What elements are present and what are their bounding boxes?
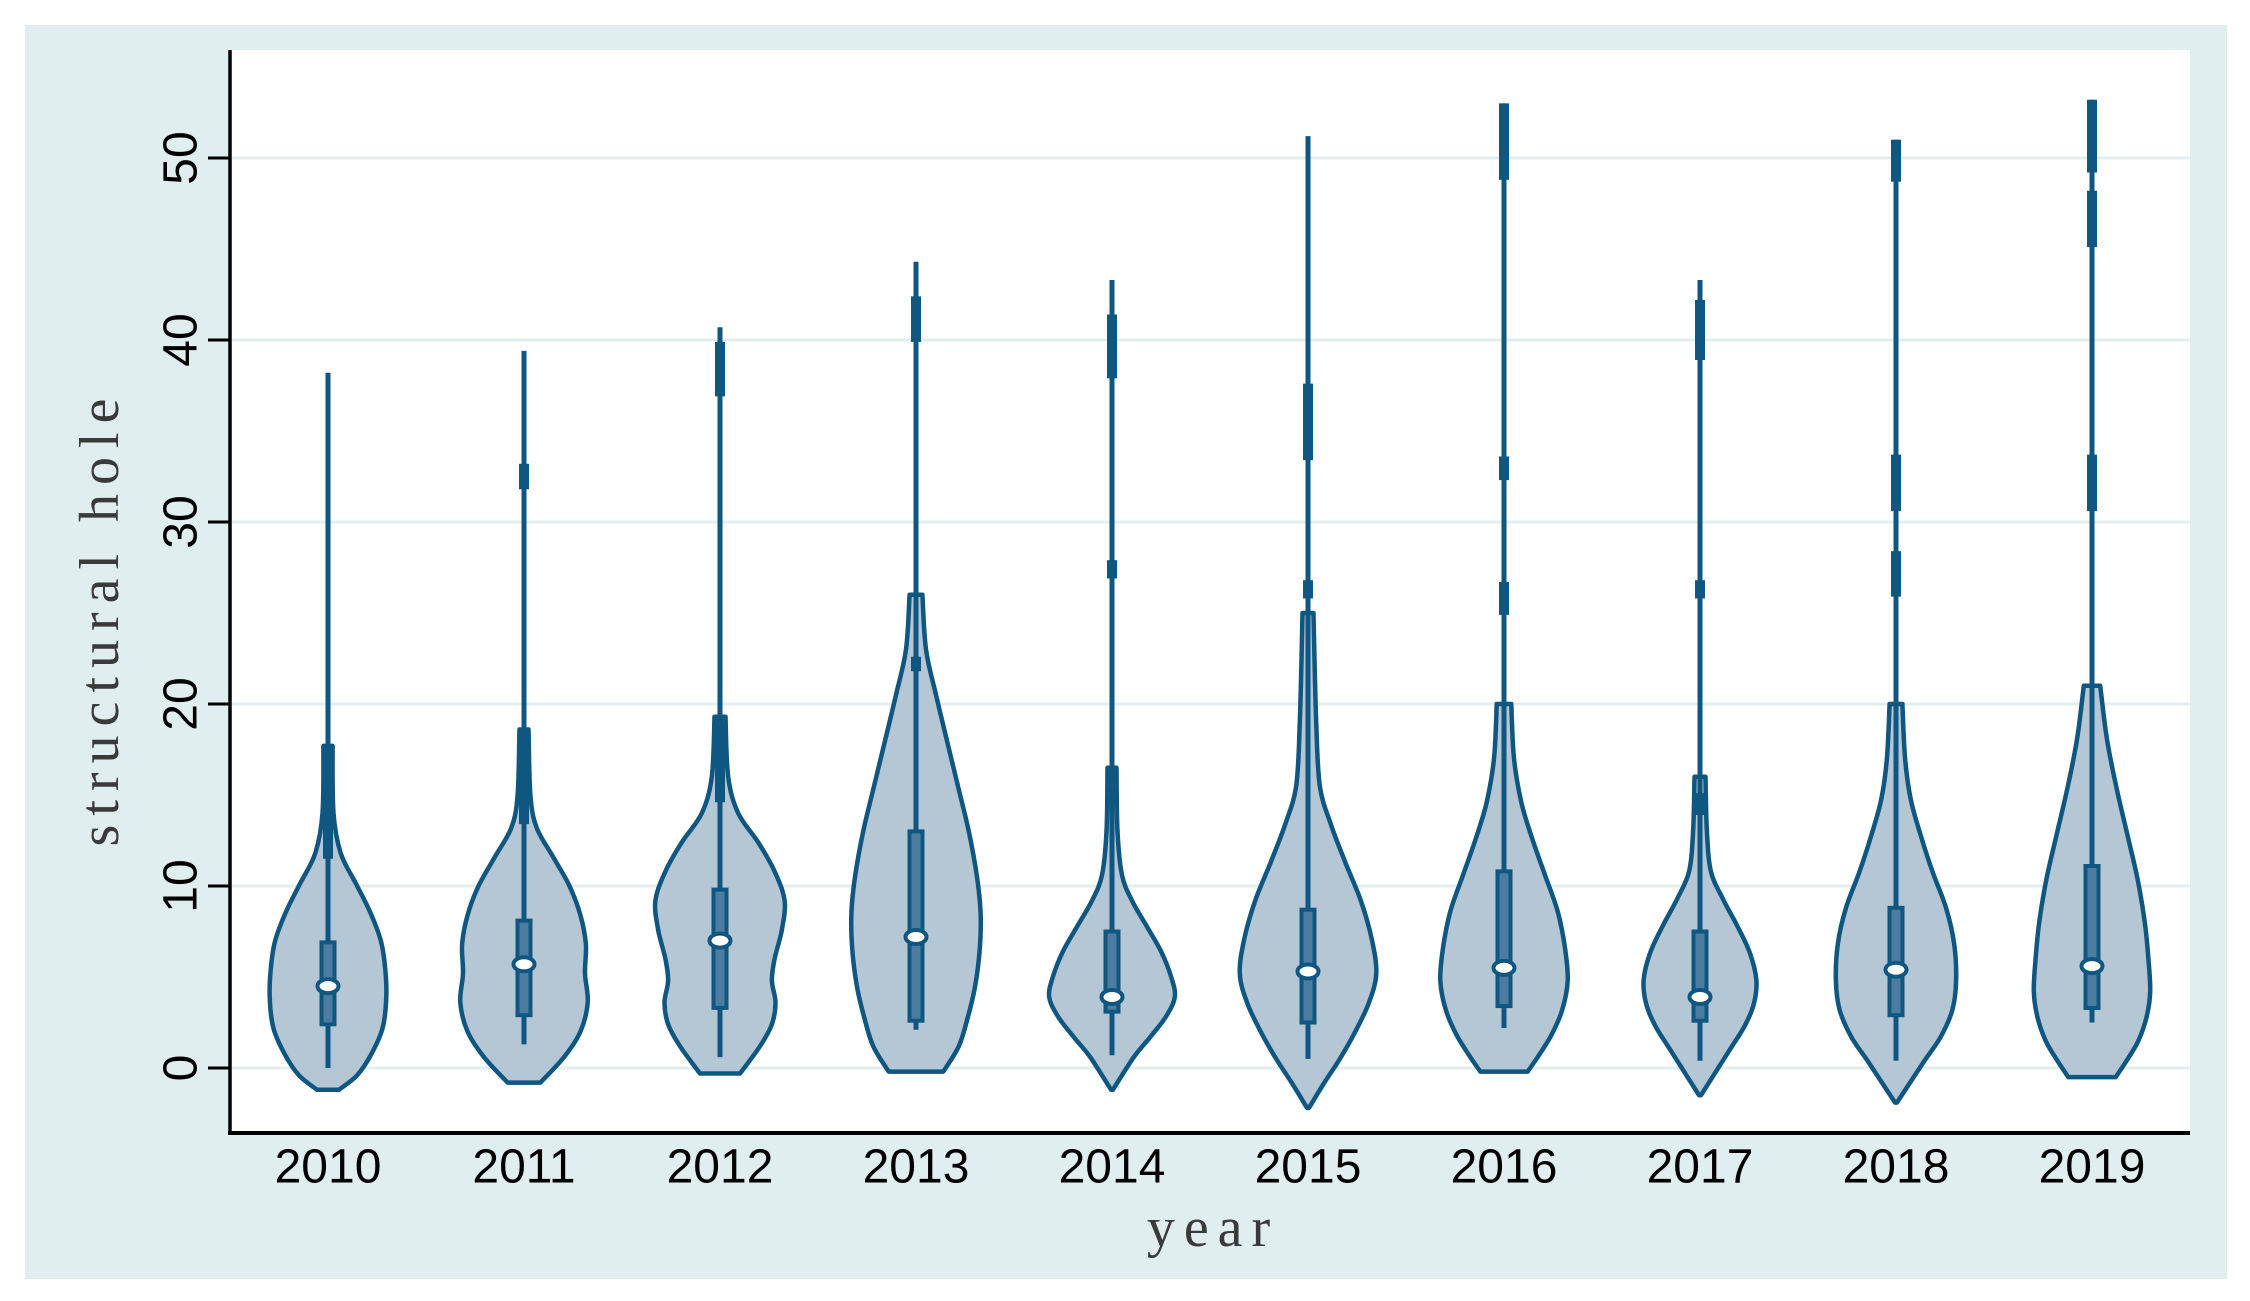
violin-2011 xyxy=(457,350,591,1085)
violin-2015 xyxy=(1237,136,1379,1111)
x-tick-label-2019: 2019 xyxy=(2038,1140,2146,1194)
x-tick-label-2013: 2013 xyxy=(862,1140,970,1194)
median-dot-2012 xyxy=(707,931,733,950)
violin-2012 xyxy=(652,327,788,1076)
y-tick-label-40: 40 xyxy=(154,313,208,367)
x-tick-label-2014: 2014 xyxy=(1058,1140,1166,1194)
violin-2019 xyxy=(2031,99,2153,1080)
violin-2017 xyxy=(1641,279,1759,1098)
x-tick-label-2012: 2012 xyxy=(666,1140,774,1194)
median-dot-2010 xyxy=(315,977,341,996)
violin-2010 xyxy=(267,372,389,1093)
y-tick-label-0: 0 xyxy=(154,1054,208,1082)
median-dot-2014 xyxy=(1099,988,1125,1006)
iqr-box-2013 xyxy=(907,829,925,1023)
x-tick-label-2010: 2010 xyxy=(274,1140,382,1194)
y-tick-label-30: 30 xyxy=(154,495,208,549)
iqr-box-2017 xyxy=(1691,929,1709,1023)
median-dot-2019 xyxy=(2079,957,2105,976)
median-dot-2011 xyxy=(511,955,537,974)
y-tick-label-20: 20 xyxy=(154,677,208,731)
iqr-box-2016 xyxy=(1495,869,1513,1009)
x-tick-label-2018: 2018 xyxy=(1842,1140,1950,1194)
x-tick-label-2011: 2011 xyxy=(472,1140,576,1194)
x-axis-title: year xyxy=(1146,1197,1280,1259)
x-tick-label-2015: 2015 xyxy=(1254,1140,1362,1194)
median-dot-2015 xyxy=(1295,962,1321,981)
violin-2016 xyxy=(1437,103,1571,1074)
median-dot-2013 xyxy=(903,928,929,946)
x-tick-label-2016: 2016 xyxy=(1450,1140,1558,1194)
violin-2018 xyxy=(1833,139,1959,1105)
violin-2013 xyxy=(848,261,984,1074)
median-dot-2018 xyxy=(1883,960,1909,979)
y-tick-label-10: 10 xyxy=(154,859,208,913)
median-dot-2017 xyxy=(1687,988,1713,1006)
median-dot-2016 xyxy=(1491,958,1517,977)
y-axis-title: structural hole xyxy=(69,389,131,847)
violin-2014 xyxy=(1046,279,1178,1093)
iqr-box-2019 xyxy=(2083,864,2101,1010)
x-tick-label-2017: 2017 xyxy=(1646,1140,1754,1194)
y-tick-label-50: 50 xyxy=(154,131,208,185)
